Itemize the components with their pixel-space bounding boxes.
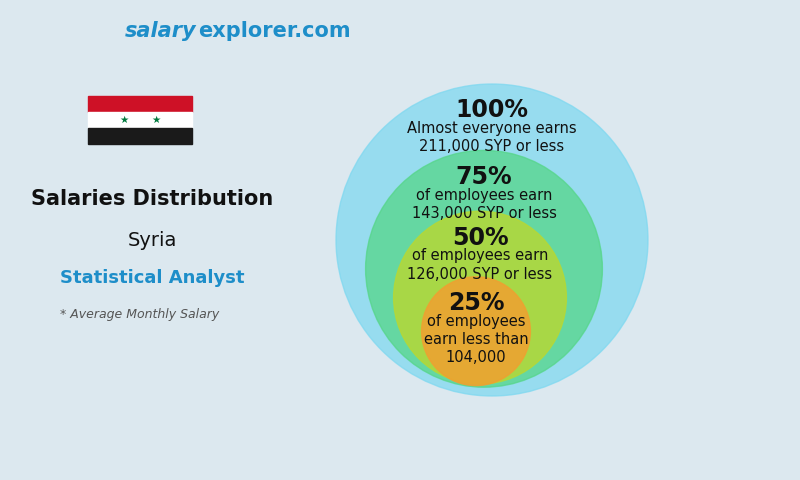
Text: of employees earn: of employees earn xyxy=(416,188,552,203)
Ellipse shape xyxy=(366,150,602,387)
Ellipse shape xyxy=(394,211,566,384)
Bar xyxy=(88,112,192,128)
Text: 211,000 SYP or less: 211,000 SYP or less xyxy=(419,139,565,155)
Text: ★: ★ xyxy=(120,115,129,125)
Text: 143,000 SYP or less: 143,000 SYP or less xyxy=(411,206,557,221)
Text: Statistical Analyst: Statistical Analyst xyxy=(60,269,244,288)
Text: * Average Monthly Salary: * Average Monthly Salary xyxy=(60,308,220,321)
Text: explorer.com: explorer.com xyxy=(198,21,351,41)
Text: 75%: 75% xyxy=(456,165,512,189)
Text: Syria: Syria xyxy=(127,230,177,250)
Text: 25%: 25% xyxy=(448,291,504,315)
Ellipse shape xyxy=(336,84,648,396)
Text: ★: ★ xyxy=(151,115,160,125)
Text: 100%: 100% xyxy=(455,98,529,122)
Bar xyxy=(88,128,192,144)
Text: of employees: of employees xyxy=(426,314,526,329)
Text: 126,000 SYP or less: 126,000 SYP or less xyxy=(407,266,553,282)
Text: 104,000: 104,000 xyxy=(446,350,506,365)
Ellipse shape xyxy=(422,277,530,385)
Text: Salaries Distribution: Salaries Distribution xyxy=(31,189,273,209)
Text: salary: salary xyxy=(124,21,196,41)
Text: Almost everyone earns: Almost everyone earns xyxy=(407,121,577,136)
Bar xyxy=(88,96,192,112)
Text: of employees earn: of employees earn xyxy=(412,248,548,264)
Text: earn less than: earn less than xyxy=(424,332,528,347)
Text: 50%: 50% xyxy=(452,226,508,250)
